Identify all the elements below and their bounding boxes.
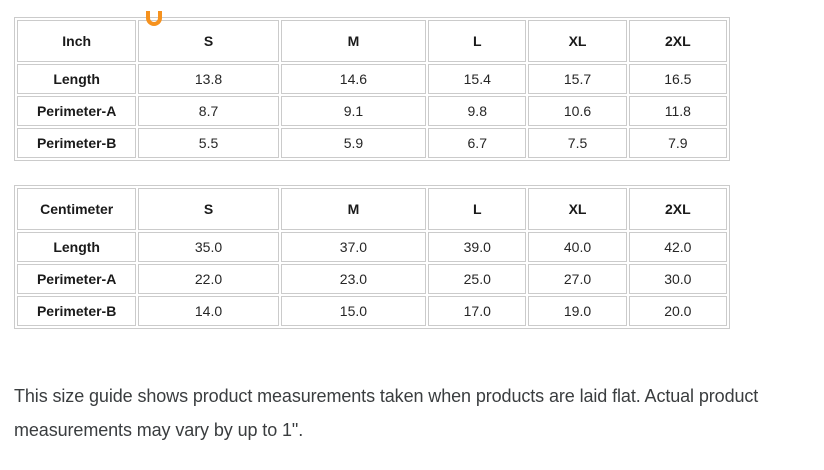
clipped-heading-letter (146, 11, 162, 26)
value-cell: 39.0 (428, 232, 527, 262)
size-header-cell: XL (528, 188, 627, 230)
value-cell: 25.0 (428, 264, 527, 294)
size-header-cell: S (138, 188, 279, 230)
value-cell: 11.8 (628, 96, 727, 126)
value-cell: 8.7 (138, 96, 279, 126)
size-header-cell: 2XL (628, 188, 727, 230)
value-cell: 14.0 (138, 296, 279, 326)
value-cell: 15.4 (428, 64, 527, 94)
size-header-cell: S (138, 20, 279, 62)
value-cell: 20.0 (628, 296, 727, 326)
row-label-cell: Length (17, 64, 137, 94)
value-cell: 23.0 (280, 264, 427, 294)
unit-header-cell: Centimeter (17, 188, 137, 230)
value-cell: 6.7 (428, 128, 527, 158)
value-cell: 9.1 (280, 96, 427, 126)
row-label-cell: Perimeter-B (17, 296, 137, 326)
size-table-centimeter: Centimeter S M L XL 2XL Length 35.0 37.0 39.0 40.0… (14, 185, 730, 329)
unit-header-cell: Inch (17, 20, 137, 62)
table-row: Perimeter-A 8.7 9.1 9.8 10.6 11.8 (17, 96, 727, 126)
value-cell: 7.9 (628, 128, 727, 158)
value-cell: 9.8 (428, 96, 527, 126)
size-header-cell: L (428, 188, 527, 230)
size-header-cell: L (428, 20, 527, 62)
table-row: Perimeter-A 22.0 23.0 25.0 27.0 30.0 (17, 264, 727, 294)
value-cell: 16.5 (628, 64, 727, 94)
value-cell: 14.6 (280, 64, 427, 94)
row-label-cell: Perimeter-B (17, 128, 137, 158)
row-label-cell: Perimeter-A (17, 96, 137, 126)
size-table-inch: Inch S M L XL 2XL Length 13.8 14.6 15.4 15.7 16.5 Pe… (14, 17, 730, 161)
table-header-row: Inch S M L XL 2XL (17, 20, 727, 62)
size-guide-note: This size guide shows product measuremen… (14, 386, 759, 440)
size-header-cell: XL (528, 20, 627, 62)
value-cell: 37.0 (280, 232, 427, 262)
value-cell: 13.8 (138, 64, 279, 94)
size-header-cell: 2XL (628, 20, 727, 62)
value-cell: 5.5 (138, 128, 279, 158)
row-label-cell: Length (17, 232, 137, 262)
value-cell: 5.9 (280, 128, 427, 158)
value-cell: 22.0 (138, 264, 279, 294)
value-cell: 17.0 (428, 296, 527, 326)
size-header-cell: M (280, 20, 427, 62)
value-cell: 35.0 (138, 232, 279, 262)
table-row: Perimeter-B 14.0 15.0 17.0 19.0 20.0 (17, 296, 727, 326)
row-label-cell: Perimeter-A (17, 264, 137, 294)
table-row: Perimeter-B 5.5 5.9 6.7 7.5 7.9 (17, 128, 727, 158)
value-cell: 19.0 (528, 296, 627, 326)
table-header-row: Centimeter S M L XL 2XL (17, 188, 727, 230)
table-row: Length 13.8 14.6 15.4 15.7 16.5 (17, 64, 727, 94)
size-header-cell: M (280, 188, 427, 230)
value-cell: 10.6 (528, 96, 627, 126)
value-cell: 40.0 (528, 232, 627, 262)
table-row: Length 35.0 37.0 39.0 40.0 42.0 (17, 232, 727, 262)
value-cell: 42.0 (628, 232, 727, 262)
value-cell: 30.0 (628, 264, 727, 294)
value-cell: 15.0 (280, 296, 427, 326)
value-cell: 27.0 (528, 264, 627, 294)
value-cell: 15.7 (528, 64, 627, 94)
value-cell: 7.5 (528, 128, 627, 158)
